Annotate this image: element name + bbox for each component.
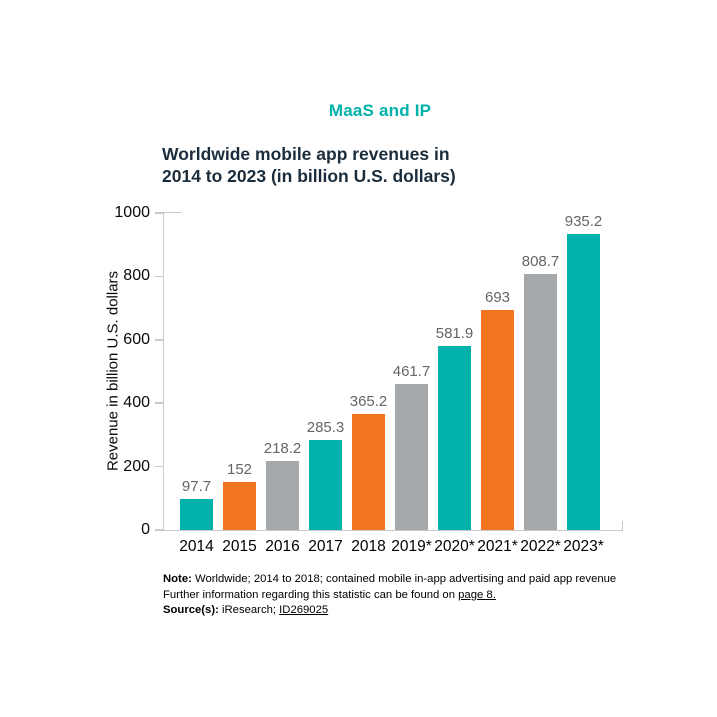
bar-2021* bbox=[481, 310, 514, 530]
x-axis-end-tick bbox=[621, 521, 623, 530]
bar-column-2019*: 461.7 2019* bbox=[391, 213, 432, 555]
x-axis-label-2019*: 2019* bbox=[391, 538, 432, 555]
further-info-line: Further information regarding this stati… bbox=[163, 588, 643, 604]
bar-column-2018: 365.2 2018 bbox=[349, 213, 388, 555]
y-tick-600 bbox=[155, 339, 164, 341]
x-axis-label-2016: 2016 bbox=[265, 538, 300, 555]
y-tick-800 bbox=[155, 275, 164, 278]
y-tick-label-1000: 1000 bbox=[114, 204, 150, 221]
bar-value-label-2022*: 808.7 bbox=[521, 252, 560, 270]
bar-value-label-2019*: 461.7 bbox=[392, 362, 431, 380]
y-axis-top-cap bbox=[162, 211, 182, 213]
bar-2020* bbox=[438, 345, 471, 530]
bar-column-2015: 152 2015 bbox=[222, 213, 256, 555]
y-tick-400 bbox=[155, 402, 164, 404]
source-line: Source(s): iResearch; ID269025 bbox=[163, 603, 643, 619]
page-title: MaaS and IP bbox=[328, 101, 432, 120]
note-label: Note: bbox=[163, 573, 192, 585]
bars-container: 97.7 2014 152 2015 218.2 2016 285.3 2017 365.2 20… bbox=[179, 212, 604, 555]
y-axis-title: Revenue in billion U.S. dollars bbox=[104, 270, 122, 472]
x-axis-label-2015: 2015 bbox=[222, 538, 257, 555]
footnotes: Note: Worldwide; 2014 to 2018; contained… bbox=[163, 572, 643, 619]
bar-value-label-2017: 285.3 bbox=[306, 418, 345, 436]
further-info-text: Further information regarding this stati… bbox=[163, 588, 455, 601]
bar-2017 bbox=[309, 439, 342, 530]
x-axis-label-2021*: 2021* bbox=[477, 538, 518, 555]
x-axis-label-2014: 2014 bbox=[179, 538, 214, 555]
bar-chart-plot-area: 0 200 400 600 800 1000 97.7 2014 152 2015 218.2 20… bbox=[114, 204, 623, 555]
source-label: Source(s): bbox=[163, 604, 219, 616]
chart-title-line-2: 2014 to 2023 (in billion U.S. dollars) bbox=[162, 165, 456, 186]
bar-2023* bbox=[567, 233, 600, 530]
bar-value-label-2023*: 935.2 bbox=[564, 212, 603, 230]
bar-value-label-2021*: 693 bbox=[484, 289, 511, 307]
bar-2019* bbox=[395, 383, 428, 530]
bar-2022* bbox=[524, 273, 557, 530]
chart-title-line-1: Worldwide mobile app revenues in bbox=[162, 144, 450, 164]
bar-column-2022*: 808.7 2022* bbox=[520, 213, 561, 555]
y-tick-label-0: 0 bbox=[141, 521, 150, 538]
y-tick-0 bbox=[155, 529, 164, 531]
bar-column-2020*: 581.9 2020* bbox=[434, 213, 475, 555]
bar-column-2021*: 693 2021* bbox=[477, 213, 518, 555]
bar-2015 bbox=[223, 481, 256, 530]
bar-value-label-2016: 218.2 bbox=[263, 439, 302, 457]
note-text: Worldwide; 2014 to 2018; contained mobil… bbox=[195, 573, 617, 585]
y-tick-label-600: 600 bbox=[123, 330, 150, 348]
x-axis-label-2018: 2018 bbox=[351, 538, 386, 555]
y-tick-label-800: 800 bbox=[123, 267, 150, 285]
page-8-link[interactable]: page 8. bbox=[458, 588, 496, 601]
bar-2018 bbox=[352, 414, 385, 530]
bar-value-label-2014: 97.7 bbox=[181, 478, 212, 496]
x-axis-label-2020*: 2020* bbox=[434, 538, 475, 555]
x-axis-label-2017: 2017 bbox=[308, 538, 343, 555]
bar-column-2014: 97.7 2014 bbox=[179, 213, 213, 555]
bar-value-label-2020*: 581.9 bbox=[435, 324, 474, 342]
x-axis-label-2023*: 2023* bbox=[563, 538, 604, 555]
bar-2014 bbox=[180, 499, 213, 530]
source-text: iResearch; bbox=[222, 604, 277, 616]
chart-title: Worldwide mobile app revenues in 2014 to… bbox=[162, 144, 502, 187]
statistic-id-link[interactable]: ID269025 bbox=[279, 604, 329, 616]
bar-2016 bbox=[266, 460, 299, 530]
bar-value-label-2018: 365.2 bbox=[349, 393, 388, 411]
y-tick-label-200: 200 bbox=[123, 457, 150, 475]
bar-column-2023*: 935.2 2023* bbox=[563, 212, 604, 555]
bar-column-2016: 218.2 2016 bbox=[263, 213, 302, 555]
y-tick-1000 bbox=[155, 212, 164, 214]
y-tick-label-400: 400 bbox=[123, 394, 150, 412]
x-axis-label-2022*: 2022* bbox=[520, 538, 561, 555]
bar-column-2017: 285.3 2017 bbox=[306, 213, 345, 555]
y-tick-200 bbox=[155, 465, 164, 468]
bar-value-label-2015: 152 bbox=[226, 460, 253, 478]
note-line: Note: Worldwide; 2014 to 2018; contained… bbox=[163, 572, 643, 588]
